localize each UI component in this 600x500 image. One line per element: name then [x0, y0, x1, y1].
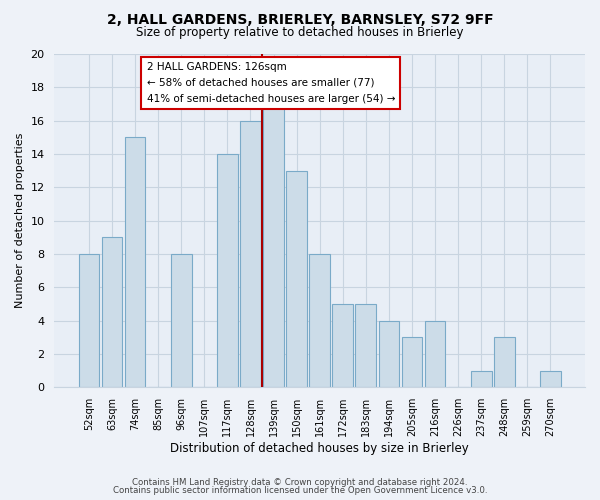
Bar — [425, 320, 445, 388]
Bar — [101, 238, 122, 388]
Text: Contains public sector information licensed under the Open Government Licence v3: Contains public sector information licen… — [113, 486, 487, 495]
Bar — [401, 338, 422, 388]
Bar — [379, 320, 400, 388]
Bar — [263, 104, 284, 388]
Bar — [286, 170, 307, 388]
Y-axis label: Number of detached properties: Number of detached properties — [15, 133, 25, 308]
Bar — [171, 254, 191, 388]
Bar — [471, 370, 491, 388]
Text: Contains HM Land Registry data © Crown copyright and database right 2024.: Contains HM Land Registry data © Crown c… — [132, 478, 468, 487]
Bar — [79, 254, 99, 388]
Bar — [310, 254, 330, 388]
Text: 2 HALL GARDENS: 126sqm
← 58% of detached houses are smaller (77)
41% of semi-det: 2 HALL GARDENS: 126sqm ← 58% of detached… — [146, 62, 395, 104]
Bar — [540, 370, 561, 388]
Bar — [240, 120, 261, 388]
Bar — [494, 338, 515, 388]
Bar — [355, 304, 376, 388]
Text: 2, HALL GARDENS, BRIERLEY, BARNSLEY, S72 9FF: 2, HALL GARDENS, BRIERLEY, BARNSLEY, S72… — [107, 12, 493, 26]
Bar — [217, 154, 238, 388]
Text: Size of property relative to detached houses in Brierley: Size of property relative to detached ho… — [136, 26, 464, 39]
Bar — [332, 304, 353, 388]
Bar — [125, 138, 145, 388]
X-axis label: Distribution of detached houses by size in Brierley: Distribution of detached houses by size … — [170, 442, 469, 455]
